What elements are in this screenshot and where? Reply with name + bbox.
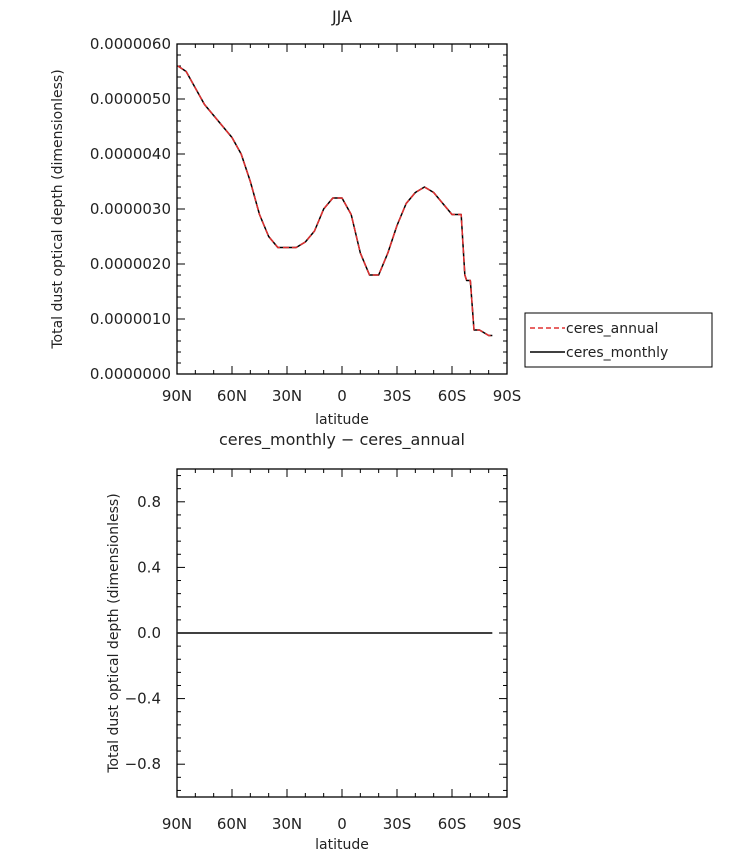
bottom-panel: ceres_monthly − ceres_annual 90N 60N 30N 0 3… [106,430,521,853]
y-tick-label: 0.0000000 [90,365,171,383]
top-plot-ticks [176,43,508,375]
top-plot-series [177,65,493,337]
y-tick-label: −0.4 [125,690,161,708]
x-tick-label: 60N [217,387,247,405]
y-tick-label: 0.0000010 [90,310,171,328]
x-tick-label: 0 [337,815,347,833]
series-line-ceres-monthly [177,65,493,337]
x-tick-label: 30S [383,387,412,405]
top-plot-frame [176,43,508,375]
x-tick-label: 30S [383,815,412,833]
x-tick-label: 60S [438,387,467,405]
y-tick-label: 0.0000060 [90,35,171,53]
x-tick-label: 90N [162,387,192,405]
x-tick-label: 0 [337,387,347,405]
legend-label-ceres-annual: ceres_annual [566,321,658,337]
top-plot-tick-labels: 90N 60N 30N 0 30S 60S 90S 0.0000000 0.0000010 0.0… [90,35,521,405]
bottom-plot-title: ceres_monthly − ceres_annual [219,430,465,450]
x-tick-label: 90S [493,387,522,405]
x-tick-label: 30N [272,815,302,833]
top-y-axis-title: Total dust optical depth (dimensionless) [50,69,66,349]
x-tick-label: 30N [272,387,302,405]
y-tick-label: 0.0000030 [90,200,171,218]
x-tick-label: 60N [217,815,247,833]
x-tick-label: 90S [493,815,522,833]
bottom-plot-tick-labels: 90N 60N 30N 0 30S 60S 90S −0.8 −0.4 0.0 0.4 0.8 [125,493,522,833]
y-tick-label: 0.8 [137,493,161,511]
top-panel: JJA 90N 60N 30N 0 30S 60S 90S 0.0000000 0.000001… [50,7,521,428]
y-tick-label: 0.4 [137,558,161,576]
bottom-y-axis-title: Total dust optical depth (dimensionless) [106,493,122,773]
y-tick-label: 0.0000020 [90,255,171,273]
y-tick-label: 0.0000050 [90,90,171,108]
series-line-ceres-annual [177,65,493,337]
bottom-plot-frame [176,468,508,798]
x-tick-label: 90N [162,815,192,833]
legend-label-ceres-monthly: ceres_monthly [566,345,668,361]
top-x-axis-title: latitude [315,412,369,428]
y-tick-label: −0.8 [125,755,161,773]
legend: ceres_annual ceres_monthly [524,312,713,368]
bottom-x-axis-title: latitude [315,837,369,853]
y-tick-label: 0.0 [137,624,161,642]
legend-box [524,312,713,368]
top-plot-title: JJA [331,7,352,26]
y-tick-label: 0.0000040 [90,145,171,163]
x-tick-label: 60S [438,815,467,833]
